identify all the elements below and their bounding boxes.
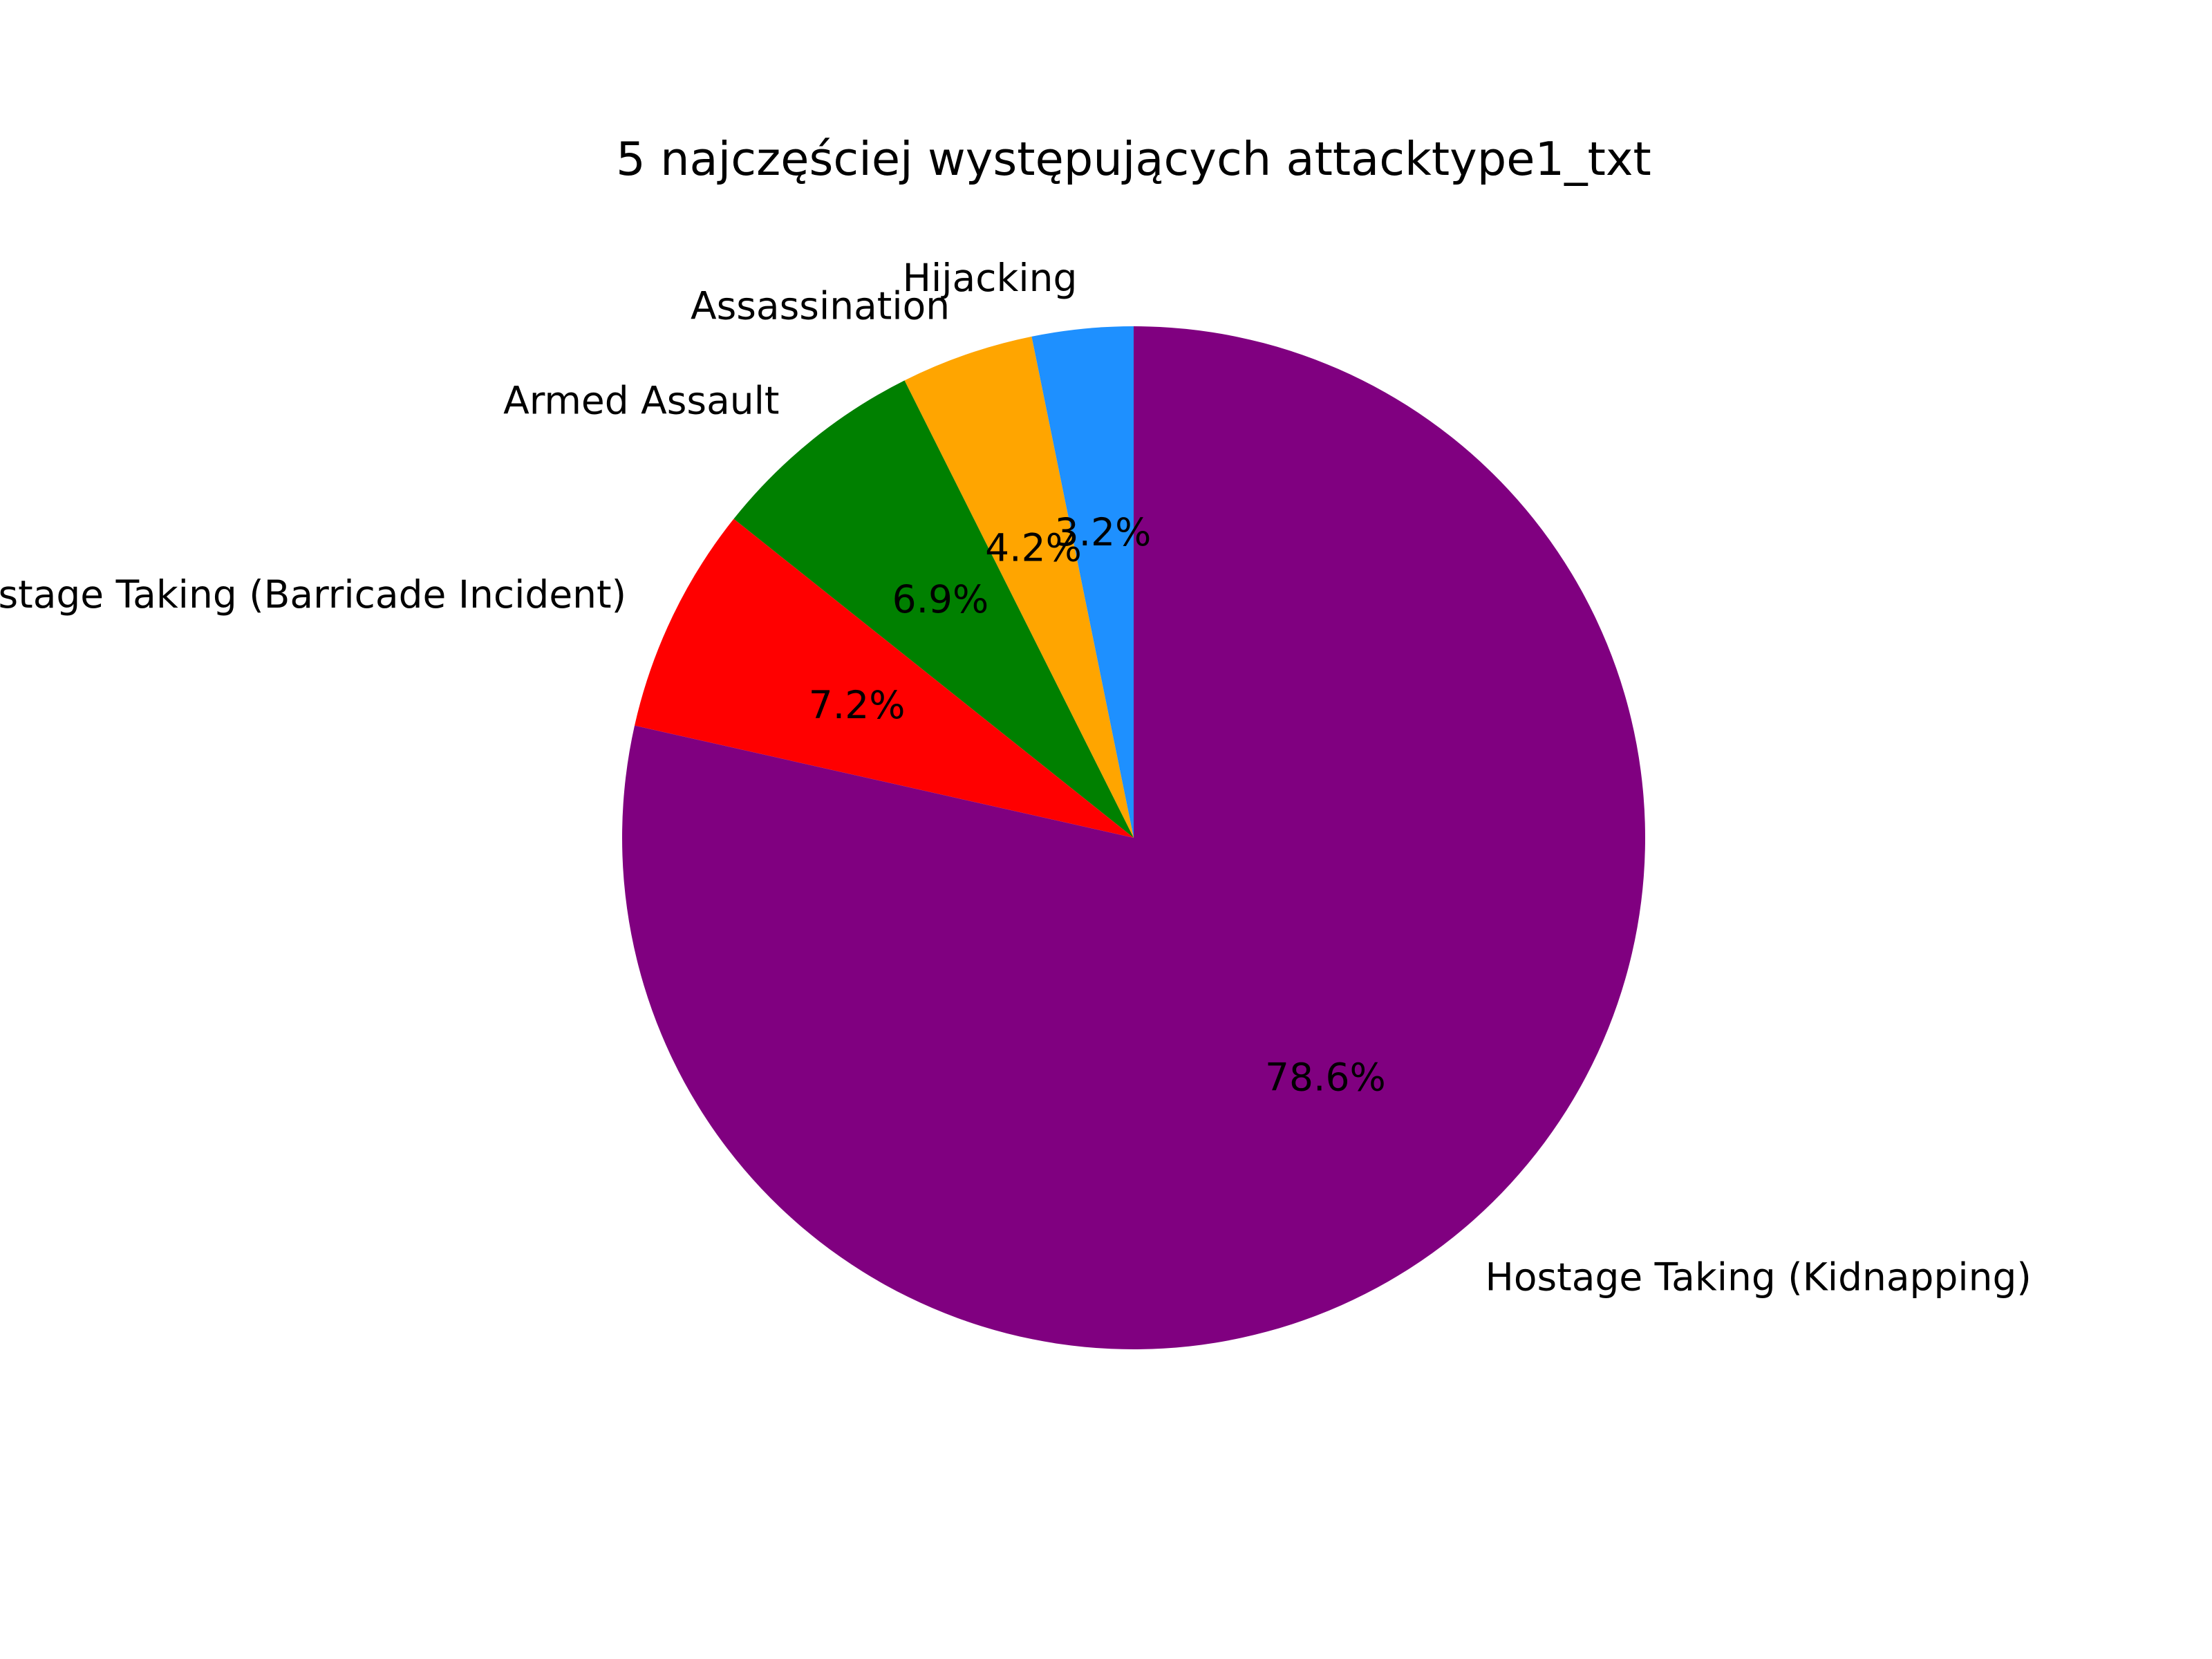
percent-label-assassination: 4.2% — [985, 525, 1082, 570]
slice-label-assassination: Assassination — [691, 284, 950, 328]
pie-slice-armed-assault — [733, 380, 1134, 838]
slice-label-hostage-taking-kidnapping: Hostage Taking (Kidnapping) — [1485, 1255, 2032, 1300]
pie-slice-hijacking — [1031, 326, 1134, 838]
chart-title: 5 najczęściej występujących attacktype1_… — [616, 132, 1651, 186]
percent-label-hostage-taking-kidnapping: 78.6% — [1265, 1056, 1386, 1100]
pie-slice-assassination — [904, 336, 1134, 838]
pie-slice-hostage-taking-barricade-incident — [635, 518, 1134, 838]
pie-percent-labels: 3.2%4.2% 6.9% 7.2% 78.6% — [809, 510, 1386, 1099]
slice-label-hostage-taking-barricade-incident: Hostage Taking (Barricade Incident) — [0, 572, 626, 617]
pie-slice-hostage-taking-kidnapping — [621, 326, 1645, 1350]
slice-label-armed-assault: Armed Assault — [503, 379, 779, 423]
percent-label-hostage-taking-barricade-incident: 7.2% — [809, 683, 906, 727]
pie-slices — [621, 326, 1645, 1350]
slice-label-hijacking: Hijacking — [903, 256, 1078, 300]
percent-label-hijacking: 3.2% — [1055, 510, 1152, 554]
percent-label-armed-assault: 6.9% — [892, 577, 989, 621]
